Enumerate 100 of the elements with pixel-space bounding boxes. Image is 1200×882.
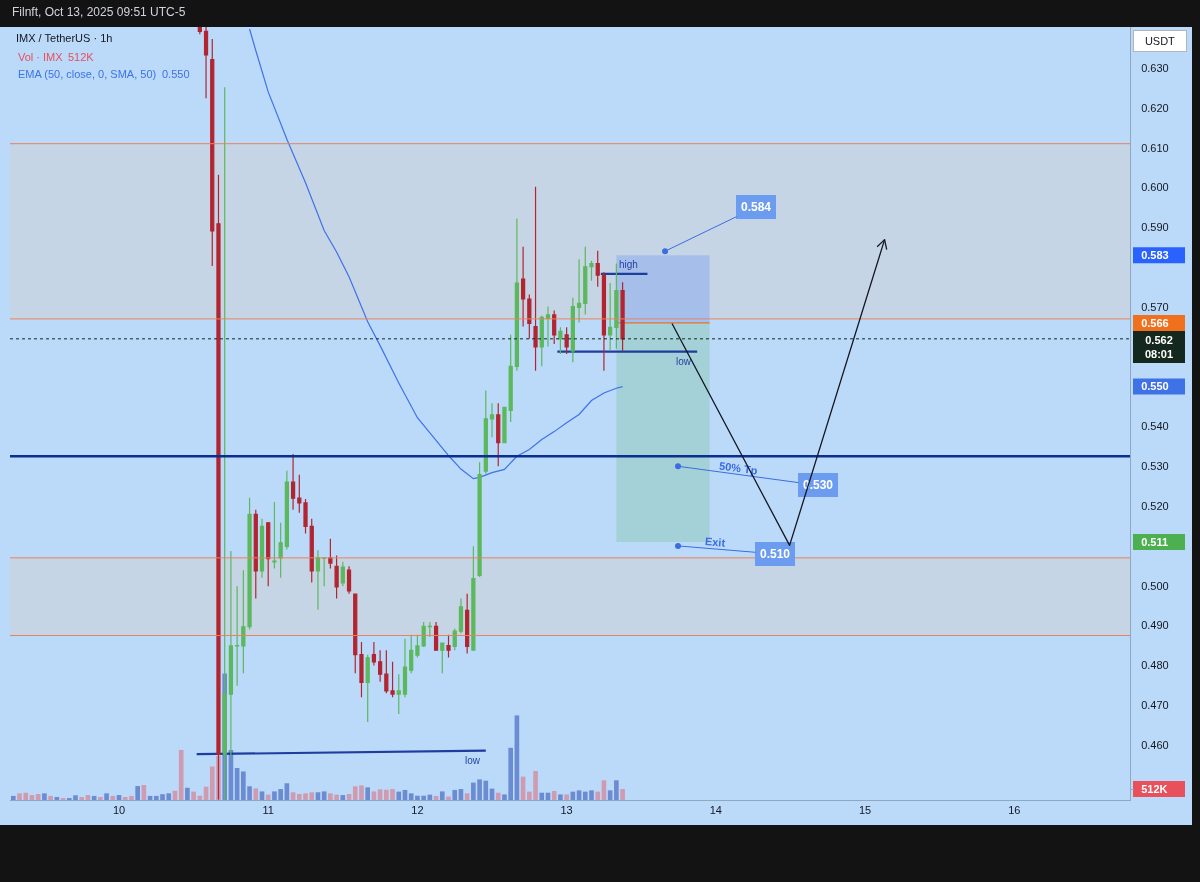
candlestick (545, 305, 551, 347)
annotation: Exit (704, 535, 726, 549)
candlestick (601, 271, 607, 372)
y-tick-label: 0.620 (1141, 101, 1169, 114)
x-tick-label: 15 (858, 804, 872, 817)
candlestick (527, 294, 532, 340)
x-tick-label: 13 (560, 804, 573, 817)
candlestick (583, 246, 588, 316)
candlestick (471, 545, 476, 651)
candlestick (409, 634, 414, 674)
candlestick (458, 597, 464, 635)
annotation: 50% Tp (718, 459, 759, 477)
candlestick (365, 654, 370, 723)
y-tick-label: 0.460 (1141, 738, 1169, 751)
y-tick-label: 0.470 (1141, 699, 1169, 712)
y-tick-label: 0.511 (1141, 535, 1169, 548)
candlestick (309, 518, 314, 584)
y-tick-label: 0.610 (1141, 141, 1169, 154)
y-tick-label: 0.530 (1141, 460, 1169, 473)
candlestick (359, 641, 364, 698)
candlestick (197, 27, 202, 35)
candlestick (303, 498, 308, 535)
y-tick-label: 0.583 (1141, 249, 1169, 262)
y-tick-label: 0.630 (1141, 61, 1169, 74)
candlestick (396, 673, 401, 715)
y-tick-label: 0.500 (1141, 579, 1169, 592)
candlestick (371, 641, 377, 666)
candlestick (502, 406, 507, 444)
candlestick (608, 282, 613, 352)
candlestick (284, 470, 289, 551)
candlestick (576, 258, 582, 324)
y-tick-label: 0.590 (1141, 221, 1169, 234)
candlestick (465, 593, 470, 655)
x-tick-label: 10 (112, 804, 126, 817)
series-label: low (465, 755, 481, 766)
candlestick (496, 402, 501, 467)
candlestick (290, 453, 296, 511)
y-tick-label: 0.540 (1141, 420, 1169, 433)
candlestick (328, 538, 333, 570)
candlestick (315, 549, 321, 611)
series-label: high (619, 259, 638, 270)
candlestick (589, 260, 594, 282)
x-tick-label: 16 (1008, 804, 1021, 817)
y-axis-title: USDT (1144, 35, 1176, 47)
candlestick (235, 585, 240, 687)
text: Vol · IMX (18, 51, 64, 63)
candlestick (558, 326, 563, 355)
candlestick (520, 246, 526, 328)
candlestick (210, 38, 215, 267)
candlestick (272, 501, 277, 570)
y-tick-label: 0.490 (1141, 619, 1169, 632)
candlestick (253, 509, 258, 600)
candlestick (353, 593, 358, 674)
candlestick (346, 565, 352, 595)
candlestick (539, 315, 544, 367)
text: 512K (68, 51, 94, 63)
candlestick (446, 634, 451, 659)
candlestick (564, 326, 569, 355)
candlestick (620, 281, 625, 352)
chart-title: IMX / TetherUS · 1h (16, 31, 113, 44)
annotation: 0.510 (760, 547, 791, 561)
candlestick (322, 556, 327, 587)
point (675, 463, 682, 470)
candlestick (334, 554, 339, 600)
candlestick (483, 390, 488, 475)
candlestick (402, 638, 408, 698)
y-tick-label: 0.480 (1141, 659, 1169, 672)
point (662, 248, 669, 255)
candlestick (570, 297, 575, 363)
y-tick-label: 0.520 (1141, 499, 1169, 512)
y-tick-label: 0.566 (1141, 316, 1169, 329)
x-tick-label: 14 (709, 804, 722, 817)
candlestick (508, 334, 513, 423)
candlestick (533, 186, 538, 372)
candlestick (489, 402, 495, 438)
y-tick-label: 0.570 (1141, 300, 1169, 313)
candlestick (340, 561, 345, 587)
point (675, 542, 682, 549)
candlestick (266, 521, 271, 587)
candlestick (595, 250, 600, 288)
text: EMA (50, close, 0, SMA, 50) (18, 68, 157, 80)
ref-line-label: 0.562 08:01 (1144, 334, 1174, 361)
candlestick (614, 262, 619, 350)
candlestick (203, 27, 209, 99)
candlestick (278, 522, 283, 579)
text: Filnft, Oct 13, 2025 09:51 UTC-5 (12, 5, 186, 19)
y-tick-label: 0.600 (1141, 181, 1169, 194)
x-tick-label: 12 (411, 804, 424, 817)
candlestick (433, 621, 439, 651)
candlestick (297, 474, 302, 514)
annotation: 0.584 (741, 200, 772, 214)
series-label: low (676, 356, 692, 367)
candlestick (477, 461, 482, 578)
candlestick (378, 649, 383, 683)
y2-tick-label: 512K (1141, 782, 1168, 795)
text: 0.550 (162, 68, 190, 80)
candlestick (552, 309, 557, 345)
x-tick-label: 11 (262, 804, 274, 817)
y-tick-label: 0.550 (1141, 380, 1169, 393)
candlestick (440, 642, 445, 674)
